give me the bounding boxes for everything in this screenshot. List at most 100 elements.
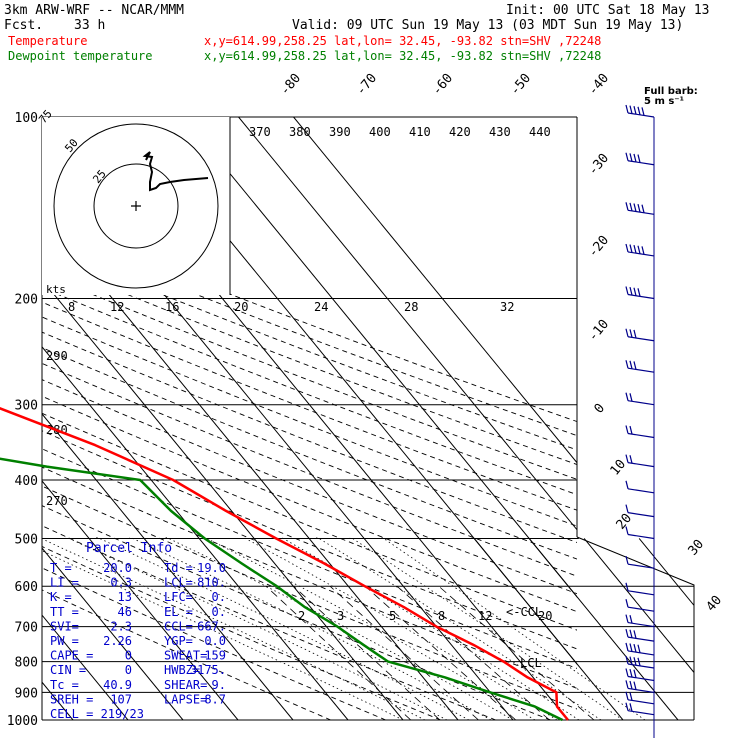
hodograph-trace	[142, 151, 209, 192]
dry-adiabat-line	[42, 546, 441, 720]
isotherm-label: 0	[592, 401, 609, 417]
parcel-info-cell: 0.	[212, 605, 226, 619]
wind-barb-flag	[625, 629, 629, 638]
wind-barb-shaft	[627, 432, 655, 439]
wind-barb-flag	[629, 360, 633, 369]
isotherm-line	[528, 538, 679, 720]
parcel-info-cell: 107	[110, 692, 132, 706]
parcel-info-rows: T = 20.0 Td = 19.0 LI = 0.3 LCL= 810. K = 13 LFC= 0…	[50, 561, 226, 721]
wind-barb-flag	[625, 582, 629, 591]
wind-barb-flag	[629, 286, 633, 296]
wind-barb-flag	[641, 246, 645, 255]
dry-adiabat-line	[42, 485, 577, 710]
wind-barb-flag	[637, 644, 641, 653]
theta-scale-label: 440	[529, 125, 551, 139]
parcel-info-cell: 0	[125, 649, 132, 663]
wind-barb-flag	[633, 361, 637, 370]
parcel-info: Parcel Info T = 20.0 Td = 19.0 LI = 0.3 LCL= 81…	[50, 541, 226, 721]
isotherm-label: -60	[430, 71, 457, 99]
legend-dewpoint-name: Dewpoint temperature	[8, 49, 153, 63]
wind-barb-shaft	[627, 336, 655, 342]
theta-scale-label: 410	[409, 125, 431, 139]
parcel-info-cell: T =	[50, 561, 72, 575]
parcel-info-cell: LFC=	[164, 590, 193, 604]
wind-barb-flag	[629, 643, 633, 652]
isotherm-label: -80	[278, 71, 305, 99]
isotherm-line	[42, 346, 349, 720]
wind-barb-flag	[633, 643, 637, 653]
wind-barb-flag	[637, 154, 641, 163]
hodograph-ring-large	[53, 123, 219, 289]
wind-barb-flag	[633, 287, 637, 296]
theta-scale: 370 380 390 400 410 420 430 440 8 12 16 20 24 28 32	[68, 125, 551, 314]
wind-barb-flag	[633, 245, 637, 254]
wind-barb-shaft	[627, 606, 655, 612]
wind-barb-flag	[629, 455, 633, 464]
mixing-ratio-line	[293, 585, 441, 720]
wind-barb-flag	[629, 425, 633, 435]
wind-barb-flag	[629, 105, 633, 114]
parcel-info-cell: 20.0	[103, 561, 132, 575]
dry-adiabat-label: 290	[46, 349, 68, 363]
wind-barb-flag	[625, 668, 629, 677]
wind-barb-flag	[629, 629, 633, 638]
theta-scale-label: 390	[329, 125, 351, 139]
parcel-info-cell: 667.	[197, 619, 226, 633]
kts-label: kts	[46, 283, 66, 296]
parcel-info-cell: 810.	[197, 576, 226, 590]
parcel-info-cell: 0.	[212, 590, 226, 604]
wind-barb-flag	[625, 614, 629, 623]
mixing-ratio-label: 2	[298, 609, 305, 623]
isotherm-line	[638, 538, 694, 607]
plot-lower-right-edge	[576, 536, 695, 720]
isotherm-line	[42, 413, 294, 720]
pressure-tick-label: 500	[15, 532, 38, 547]
pressure-tick-label: 700	[15, 621, 38, 636]
fcst-value: 33 h	[74, 18, 105, 33]
mixing-ratio-label: 3	[337, 609, 344, 623]
parcel-info-cell: Td =	[164, 561, 193, 575]
wind-barb-flag	[625, 286, 629, 295]
wind-barb-shaft	[627, 563, 655, 569]
mixing-ratio-line	[438, 585, 595, 720]
dry-adiabat-line	[42, 316, 577, 527]
wind-barb-shaft	[627, 590, 655, 596]
parcel-info-cell: SHEAR=	[164, 678, 207, 692]
legend-temperature-name: Temperature	[8, 34, 87, 48]
wind-barb-shaft	[627, 650, 655, 656]
parcel-info-cell: 0	[125, 663, 132, 677]
wind-barb-flag	[625, 691, 629, 700]
temperature-line	[0, 407, 569, 721]
wind-barb-shaft	[627, 209, 655, 215]
wind-scale-label: 16	[165, 300, 179, 314]
parcel-info-cell: HWBZ=	[164, 663, 200, 677]
isotherm-label: -10	[586, 317, 613, 345]
wind-barb-flag	[633, 203, 637, 212]
parcel-info-cell: LI =	[50, 576, 79, 590]
pressure-tick-label: 400	[15, 474, 38, 489]
wind-barb-flag	[625, 526, 629, 535]
wind-barb-shaft	[627, 699, 655, 705]
hodograph-ring-small	[93, 163, 179, 249]
wind-barb-shaft	[627, 293, 655, 300]
theta-scale-label: 380	[289, 125, 311, 139]
parcel-info-cell: 159	[204, 649, 226, 663]
parcel-info-title: Parcel Info	[86, 541, 172, 556]
wind-barb-shaft	[627, 367, 655, 373]
wind-barb-shaft	[627, 400, 655, 406]
mixing-ratio-line	[396, 585, 550, 720]
isobar-lines	[41, 116, 695, 721]
dry-adiabat-line	[42, 448, 577, 669]
wind-barbs	[625, 104, 655, 738]
parcel-info-cell: 2.26	[103, 634, 132, 648]
wind-barb-flag	[625, 655, 629, 665]
wind-barb-flag	[629, 703, 633, 712]
legend-temperature-info: x,y=614.99,258.25 lat,lon= 32.45, -93.82…	[204, 34, 601, 48]
dewpoint-line	[0, 457, 564, 722]
wind-barb-flag	[625, 360, 629, 369]
wind-barb-shaft	[627, 675, 655, 682]
wind-barb-shaft	[627, 462, 655, 468]
wind-barb-flag	[641, 107, 645, 116]
dry-adiabat-line	[42, 466, 577, 689]
dry-adiabat-line	[42, 301, 577, 511]
